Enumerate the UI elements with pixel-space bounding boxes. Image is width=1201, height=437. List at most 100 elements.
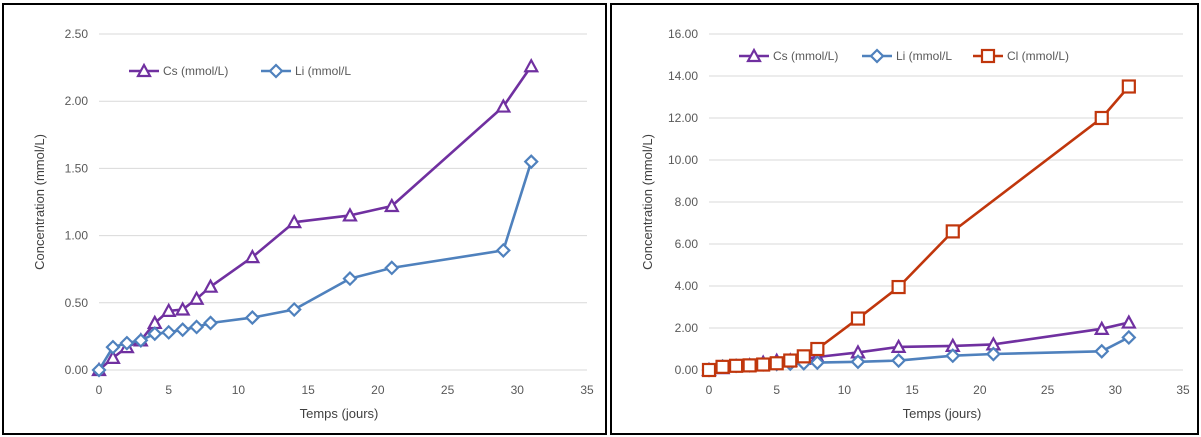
data-point-square xyxy=(715,359,730,374)
data-point-diamond xyxy=(189,319,205,335)
data-point-square xyxy=(756,357,771,372)
y-tick-label: 12.00 xyxy=(668,111,698,125)
x-tick-label: 0 xyxy=(96,383,103,397)
legend-entry: Cs (mmol/L) xyxy=(739,47,838,63)
data-point-square xyxy=(769,356,784,371)
x-tick-label: 30 xyxy=(1109,383,1123,397)
data-point-square xyxy=(945,224,960,239)
x-tick-label: 5 xyxy=(165,383,172,397)
x-tick-label: 25 xyxy=(1041,383,1055,397)
x-tick-label: 20 xyxy=(973,383,987,397)
data-point-square xyxy=(1094,110,1109,126)
data-point-square xyxy=(796,349,811,364)
x-tick-label: 20 xyxy=(371,383,385,397)
data-point-square xyxy=(701,362,717,378)
legend-entry: Cs (mmol/L) xyxy=(129,62,228,78)
data-point-diamond xyxy=(1121,329,1137,346)
y-tick-label: 1.00 xyxy=(65,229,89,243)
x-tick-label: 10 xyxy=(838,383,852,397)
series-square xyxy=(701,79,1136,378)
y-tick-label: 1.50 xyxy=(65,161,89,175)
data-point-triangle xyxy=(160,302,177,317)
data-point-triangle xyxy=(383,197,400,213)
series-line xyxy=(97,161,533,371)
data-point-triangle xyxy=(244,248,261,264)
data-point-triangle xyxy=(1093,320,1110,335)
x-tick-label: 10 xyxy=(232,383,246,397)
right-chart: 0.00 2.00 4.00 6.00 8.00 10.00 12.00 14.00 16.00… xyxy=(640,27,1190,421)
x-tick-label: 30 xyxy=(511,383,525,397)
data-point-diamond xyxy=(175,322,191,338)
y-tick-label: 14.00 xyxy=(668,69,698,83)
x-tick-label: 35 xyxy=(580,383,594,397)
data-point-square xyxy=(850,311,866,326)
data-point-square xyxy=(1121,79,1136,94)
data-point-triangle xyxy=(495,98,512,113)
legend-entry: Cl (mmol/L) xyxy=(973,48,1069,64)
y-tick-label: 4.00 xyxy=(675,279,699,293)
data-point-triangle xyxy=(1120,314,1137,329)
x-tick-label: 35 xyxy=(1176,383,1190,397)
x-tick-label: 0 xyxy=(706,383,713,397)
data-point-triangle xyxy=(105,349,121,365)
data-point-triangle xyxy=(890,338,907,353)
data-point-triangle xyxy=(202,278,219,293)
x-tick-label: 15 xyxy=(905,383,919,397)
data-point-square xyxy=(891,279,906,295)
legend-label: Cs (mmol/L) xyxy=(773,49,838,63)
data-point-diamond xyxy=(286,301,302,318)
data-point-diamond xyxy=(244,310,260,326)
y-tick-label: 0.00 xyxy=(675,363,699,377)
legend-marker-triangle xyxy=(136,62,152,78)
data-point-diamond xyxy=(133,332,149,348)
data-point-diamond xyxy=(105,339,121,355)
data-point-triangle xyxy=(286,213,303,229)
data-point-diamond xyxy=(523,154,539,170)
data-point-triangle xyxy=(523,57,540,73)
series-diamond xyxy=(91,154,539,378)
data-point-diamond xyxy=(985,346,1001,362)
legend-entry: Li (mmol/L xyxy=(261,63,351,79)
data-point-diamond xyxy=(809,355,825,371)
data-point-square xyxy=(783,353,798,368)
x-axis-title: Temps (jours) xyxy=(300,406,379,421)
legend-label: Li (mmol/L xyxy=(295,64,351,78)
series-line xyxy=(98,65,533,371)
data-point-triangle xyxy=(174,301,191,316)
x-tick-label: 25 xyxy=(441,383,455,397)
y-tick-label: 0.50 xyxy=(65,296,89,310)
y-tick-label: 8.00 xyxy=(675,195,699,209)
data-point-diamond xyxy=(945,348,961,364)
y-axis-title: Concentration (mmol/L) xyxy=(32,134,47,270)
data-point-triangle xyxy=(342,207,358,222)
data-point-diamond xyxy=(495,242,511,258)
data-point-diamond xyxy=(891,352,907,369)
legend-label: Li (mmol/L xyxy=(896,49,952,63)
data-point-diamond xyxy=(119,335,135,351)
data-point-diamond xyxy=(161,324,177,340)
data-point-diamond xyxy=(147,326,163,342)
right-chart-panel: 0.00 2.00 4.00 6.00 8.00 10.00 12.00 14.00 16.00… xyxy=(610,3,1199,435)
x-tick-label: 5 xyxy=(773,383,780,397)
legend-marker-diamond xyxy=(268,63,284,79)
y-tick-label: 6.00 xyxy=(675,237,699,251)
left-chart-panel: 0.00 0.50 1.00 1.50 2.00 2.50 0 5 10 15 20 25 30 35 Te… xyxy=(2,3,607,435)
series-line xyxy=(708,85,1130,372)
data-point-square xyxy=(728,358,744,373)
y-tick-label: 10.00 xyxy=(668,153,698,167)
data-point-diamond xyxy=(850,354,866,370)
legend-marker-triangle xyxy=(746,47,762,63)
y-axis-title: Concentration (mmol/L) xyxy=(640,134,655,270)
legend-entry: Li (mmol/L xyxy=(862,48,952,64)
data-point-square xyxy=(742,358,757,373)
y-tick-label: 2.00 xyxy=(65,94,89,108)
y-tick-label: 16.00 xyxy=(668,27,698,41)
y-tick-label: 0.00 xyxy=(65,363,89,377)
data-point-diamond xyxy=(342,271,358,287)
x-tick-label: 15 xyxy=(301,383,315,397)
y-tick-label: 2.50 xyxy=(65,27,89,41)
left-chart: 0.00 0.50 1.00 1.50 2.00 2.50 0 5 10 15 20 25 30 35 Te… xyxy=(32,27,594,421)
legend-marker-diamond xyxy=(869,48,885,64)
data-point-diamond xyxy=(384,260,400,276)
data-point-diamond xyxy=(1094,343,1110,359)
